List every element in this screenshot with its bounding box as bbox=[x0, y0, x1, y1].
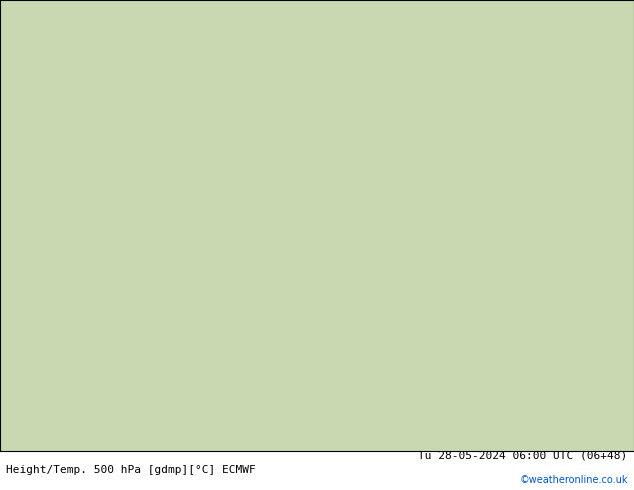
Text: Tu 28-05-2024 06:00 UTC (06+48): Tu 28-05-2024 06:00 UTC (06+48) bbox=[418, 451, 628, 461]
Text: ©weatheronline.co.uk: ©weatheronline.co.uk bbox=[519, 475, 628, 485]
Text: Height/Temp. 500 hPa [gdmp][°C] ECMWF: Height/Temp. 500 hPa [gdmp][°C] ECMWF bbox=[6, 466, 256, 475]
